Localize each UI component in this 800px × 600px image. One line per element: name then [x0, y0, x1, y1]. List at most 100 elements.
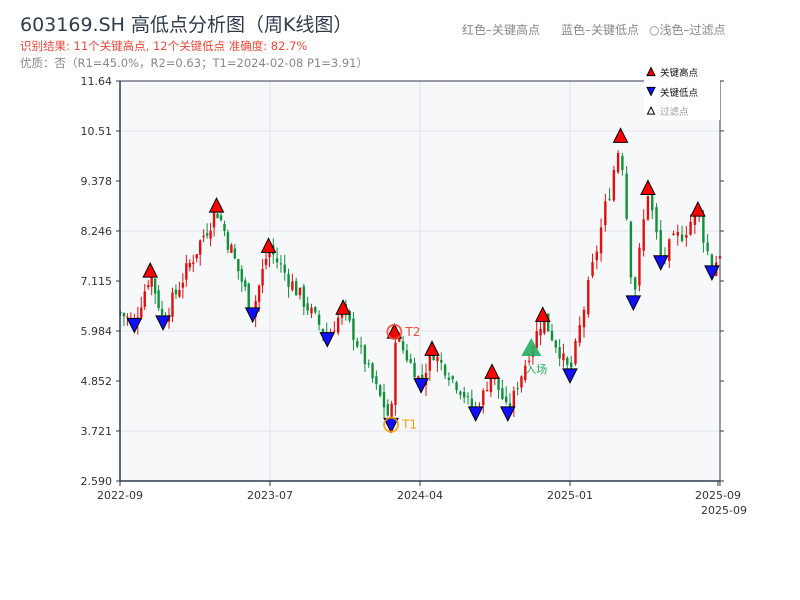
candle-body [470, 398, 474, 407]
candle-body [578, 325, 581, 343]
candle-body [192, 262, 195, 264]
candle-body [554, 340, 558, 348]
candle-body [310, 307, 313, 314]
key-high-marker [424, 340, 440, 356]
candle-body [432, 354, 435, 361]
candle-body [143, 291, 146, 307]
hint-light: ○浅色–过滤点 [649, 23, 726, 37]
candle-body [587, 280, 590, 315]
candle-body [582, 309, 586, 328]
key-low-marker [126, 317, 143, 334]
candle-body [223, 223, 226, 231]
candle-body [275, 258, 279, 263]
key-high-marker [612, 127, 629, 143]
key-low-marker [467, 406, 484, 422]
key-low-marker [319, 332, 336, 348]
candle-body [160, 309, 164, 315]
entry-marker [521, 337, 542, 356]
candle-body [171, 292, 174, 317]
candle-body [126, 316, 129, 318]
y-tick-label: 7.115 [81, 275, 113, 288]
candle-body [185, 263, 188, 280]
candle-body [261, 269, 264, 286]
candle-body [394, 342, 397, 405]
candle-body [363, 345, 367, 365]
candle-body [685, 235, 688, 238]
candle-body [543, 317, 546, 334]
candle-body [512, 390, 516, 409]
candle-body [413, 362, 416, 378]
candle-body [693, 210, 697, 225]
legend-label: 关键低点 [660, 87, 699, 99]
key-low-marker [704, 265, 720, 281]
candle-body [230, 244, 233, 253]
candle-body [668, 239, 671, 261]
candle-body [302, 286, 306, 307]
candle-body [209, 230, 212, 239]
candle-body [333, 330, 336, 332]
legend-low-icon [646, 86, 656, 97]
candle-body [655, 207, 658, 233]
candle-body [629, 221, 633, 278]
key-low-marker [413, 378, 429, 394]
key-low-marker [500, 406, 516, 422]
key-high-marker [208, 197, 225, 213]
candle-body [398, 338, 401, 342]
candle-body [122, 313, 126, 317]
candle-body [466, 396, 470, 398]
candle-body [428, 352, 432, 371]
result-summary: 识别结果: 11个关键高点, 12个关键低点 准确度: 82.7% [20, 39, 308, 53]
candle-body [646, 196, 650, 220]
candle-body [219, 215, 223, 220]
key-low-marker [562, 368, 578, 384]
candle-body [591, 262, 594, 276]
hint-red: 红色–关键高点 [462, 23, 541, 37]
candle-body [202, 235, 205, 238]
candle-body [595, 251, 598, 261]
candle-body [283, 264, 286, 273]
candle-body [702, 214, 705, 243]
x-tick-label: 2024-04 [397, 489, 443, 502]
candle-body [539, 328, 542, 336]
page-title: 603169.SH 高低点分析图（周K线图） [20, 14, 353, 36]
candle-body [306, 303, 309, 311]
candle-body [287, 273, 290, 287]
candle-body [352, 318, 355, 340]
candle-body [216, 213, 219, 219]
candle-body [348, 310, 351, 321]
candle-body [198, 240, 202, 255]
candle-body [440, 359, 443, 363]
key-low-marker [155, 315, 171, 331]
key-high-marker [534, 306, 551, 322]
legend-label: 过滤点 [660, 106, 689, 118]
candle-body [390, 403, 393, 417]
y-tick-label: 11.64 [81, 75, 113, 88]
candle-body [689, 221, 692, 235]
candle-body [294, 281, 298, 296]
candle-body [616, 152, 620, 173]
candle-body [710, 254, 714, 275]
candle-body [291, 281, 294, 290]
candle-body [367, 363, 370, 365]
x-tick-label: 2025-09 [701, 504, 747, 517]
key-high-marker [260, 237, 277, 253]
key-high-marker [640, 179, 656, 195]
candle-body [188, 262, 192, 268]
candle-body [489, 377, 493, 392]
candle-body [599, 227, 603, 254]
x-tick-label: 2023-07 [247, 489, 293, 502]
candle-body [174, 289, 178, 295]
entry-label: 入场 [525, 362, 547, 376]
candle-body [462, 391, 466, 398]
candle-body [153, 278, 157, 294]
key-high-marker [142, 262, 159, 278]
candle-body [237, 259, 240, 272]
y-tick-label: 2.590 [81, 475, 113, 488]
y-tick-label: 9.378 [81, 175, 113, 188]
y-tick-label: 4.852 [81, 375, 113, 388]
candle-body [608, 198, 611, 200]
y-tick-label: 5.984 [81, 325, 113, 338]
y-tick-label: 8.246 [81, 225, 113, 238]
candle-body [612, 169, 616, 201]
candle-body [314, 307, 317, 313]
